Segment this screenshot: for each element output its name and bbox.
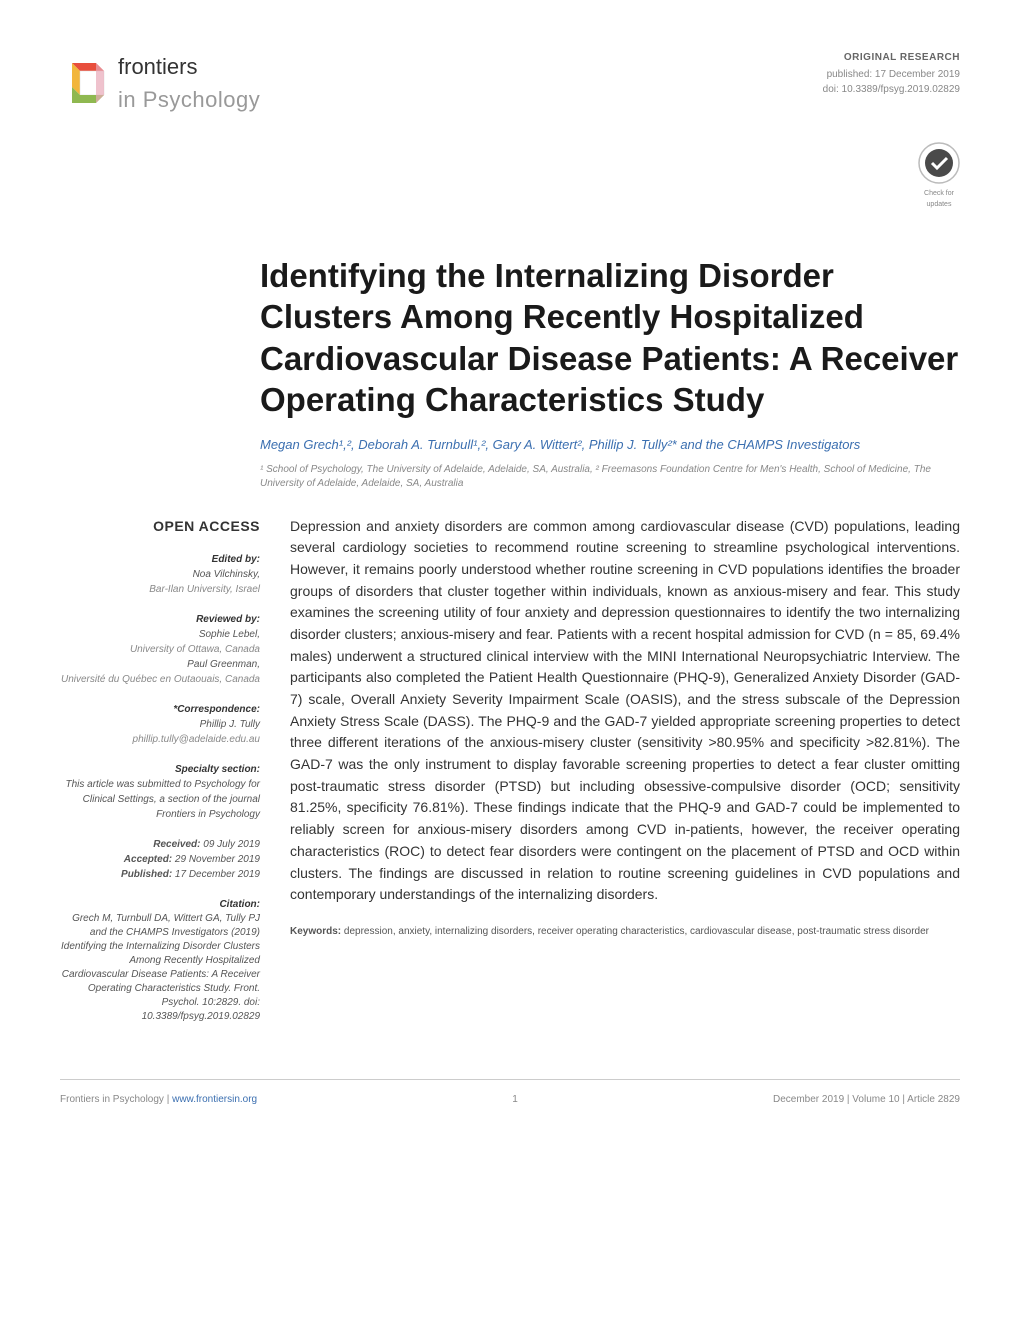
abstract-text: Depression and anxiety disorders are com… xyxy=(290,516,960,906)
citation-label: Citation: xyxy=(60,897,260,912)
journal-logo-block: frontiers in Psychology xyxy=(60,50,260,116)
received-label: Received: xyxy=(153,839,200,850)
page-header: frontiers in Psychology ORIGINAL RESEARC… xyxy=(60,50,960,210)
doi-link[interactable]: doi: 10.3389/fpsyg.2019.02829 xyxy=(823,82,960,97)
footer-volume-info: December 2019 | Volume 10 | Article 2829 xyxy=(773,1092,960,1107)
author-list: Megan Grech¹,², Deborah A. Turnbull¹,², … xyxy=(260,435,960,455)
published-label: Published: xyxy=(121,869,172,880)
footer-sep: | xyxy=(164,1094,172,1105)
received-date: 09 July 2019 xyxy=(201,839,261,850)
footer-page-number: 1 xyxy=(512,1092,518,1107)
specialty-section: Specialty section: This article was subm… xyxy=(60,762,260,822)
reviewed-by-section: Reviewed by: Sophie Lebel, University of… xyxy=(60,612,260,687)
reviewer-1-name: Sophie Lebel, xyxy=(60,627,260,642)
article-type: ORIGINAL RESEARCH xyxy=(823,50,960,65)
editor-affiliation: Bar-Ilan University, Israel xyxy=(60,582,260,597)
article-title: Identifying the Internalizing Disorder C… xyxy=(260,255,960,420)
accepted-label: Accepted: xyxy=(124,854,172,865)
logo-line-2: in Psychology xyxy=(118,83,260,116)
keywords-text: depression, anxiety, internalizing disor… xyxy=(344,926,929,937)
citation-text: Grech M, Turnbull DA, Wittert GA, Tully … xyxy=(60,912,260,1024)
correspondence-section: *Correspondence: Phillip J. Tully philli… xyxy=(60,702,260,747)
correspondence-name: Phillip J. Tully xyxy=(60,717,260,732)
keywords-block: Keywords: depression, anxiety, internali… xyxy=(290,924,960,940)
page-footer: Frontiers in Psychology | www.frontiersi… xyxy=(60,1079,960,1107)
footer-url[interactable]: www.frontiersin.org xyxy=(172,1094,257,1105)
title-block: Identifying the Internalizing Disorder C… xyxy=(260,255,960,491)
footer-journal[interactable]: Frontiers in Psychology xyxy=(60,1094,164,1105)
crossmark-badge[interactable]: Check for updates xyxy=(823,142,960,210)
published-date: published: 17 December 2019 xyxy=(823,67,960,82)
sidebar: OPEN ACCESS Edited by: Noa Vilchinsky, B… xyxy=(60,516,260,1039)
logo-line-1: frontiers xyxy=(118,50,260,83)
open-access-badge: OPEN ACCESS xyxy=(60,516,260,537)
edited-by-section: Edited by: Noa Vilchinsky, Bar-Ilan Univ… xyxy=(60,552,260,597)
specialty-label: Specialty section: xyxy=(60,762,260,777)
published-date-sidebar: 17 December 2019 xyxy=(172,869,260,880)
dates-section: Received: 09 July 2019 Accepted: 29 Nove… xyxy=(60,837,260,882)
keywords-label: Keywords: xyxy=(290,926,344,937)
citation-section: Citation: Grech M, Turnbull DA, Wittert … xyxy=(60,897,260,1024)
specialty-text: This article was submitted to Psychology… xyxy=(60,777,260,822)
crossmark-label: Check for updates xyxy=(918,189,960,210)
reviewer-2-name: Paul Greenman, xyxy=(60,657,260,672)
abstract-column: Depression and anxiety disorders are com… xyxy=(290,516,960,1039)
affiliation-list: ¹ School of Psychology, The University o… xyxy=(260,463,960,491)
accepted-date: 29 November 2019 xyxy=(172,854,260,865)
reviewer-2-affiliation: Université du Québec en Outaouais, Canad… xyxy=(60,672,260,687)
correspondence-email[interactable]: phillip.tully@adelaide.edu.au xyxy=(60,732,260,747)
journal-logo-text: frontiers in Psychology xyxy=(118,50,260,116)
header-meta: ORIGINAL RESEARCH published: 17 December… xyxy=(823,50,960,210)
reviewed-by-label: Reviewed by: xyxy=(60,612,260,627)
edited-by-label: Edited by: xyxy=(60,552,260,567)
footer-left: Frontiers in Psychology | www.frontiersi… xyxy=(60,1092,257,1107)
editor-name: Noa Vilchinsky, xyxy=(60,567,260,582)
main-content: OPEN ACCESS Edited by: Noa Vilchinsky, B… xyxy=(60,516,960,1039)
reviewer-1-affiliation: University of Ottawa, Canada xyxy=(60,642,260,657)
correspondence-label: *Correspondence: xyxy=(60,702,260,717)
frontiers-logo-icon xyxy=(60,59,108,107)
